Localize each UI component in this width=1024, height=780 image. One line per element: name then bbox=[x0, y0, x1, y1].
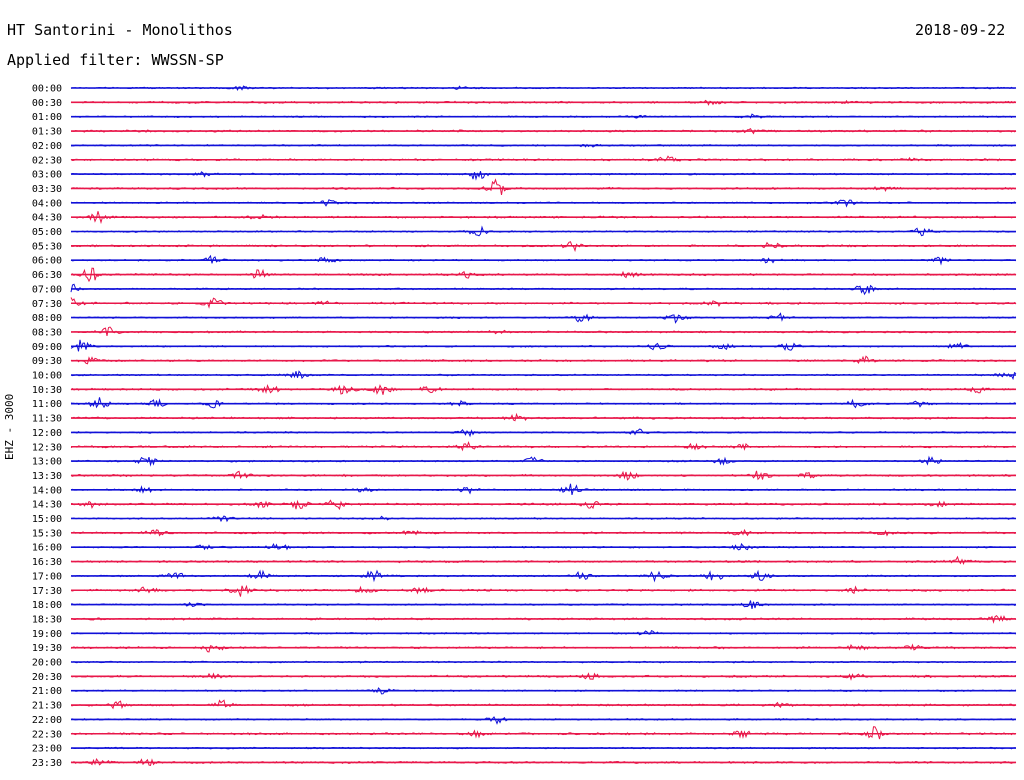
time-tick-label: 21:00 bbox=[32, 686, 62, 697]
time-tick-label: 13:30 bbox=[32, 471, 62, 482]
station-title: HT Santorini - Monolithos bbox=[7, 21, 233, 39]
time-tick-label: 05:00 bbox=[32, 227, 62, 238]
seismic-trace bbox=[70, 397, 1017, 409]
time-tick-label: 19:00 bbox=[32, 629, 62, 640]
time-tick-label: 10:30 bbox=[32, 385, 62, 396]
time-tick-label: 19:30 bbox=[32, 643, 62, 654]
time-tick-label: 17:00 bbox=[32, 571, 62, 582]
time-tick-label: 04:30 bbox=[32, 213, 62, 224]
seismic-trace bbox=[70, 171, 1017, 181]
time-tick-label: 03:00 bbox=[32, 170, 62, 181]
time-tick-label: 18:00 bbox=[32, 600, 62, 611]
time-tick-label: 16:00 bbox=[32, 543, 62, 554]
seismic-trace bbox=[70, 699, 1017, 710]
time-tick-label: 20:00 bbox=[32, 658, 62, 669]
time-tick-label: 17:30 bbox=[32, 586, 62, 597]
time-tick-label: 16:30 bbox=[32, 557, 62, 568]
time-tick-label: 02:30 bbox=[32, 155, 62, 166]
time-tick-label: 04:00 bbox=[32, 198, 62, 209]
time-tick-label: 05:30 bbox=[32, 241, 62, 252]
time-tick-label: 08:30 bbox=[32, 327, 62, 338]
time-tick-label: 14:30 bbox=[32, 500, 62, 511]
seismic-trace bbox=[70, 178, 1017, 195]
time-tick-label: 22:00 bbox=[32, 715, 62, 726]
time-tick-label: 23:30 bbox=[32, 758, 62, 769]
time-tick-label: 15:00 bbox=[32, 514, 62, 525]
seismic-trace bbox=[70, 584, 1017, 597]
time-tick-label: 01:00 bbox=[32, 112, 62, 123]
time-tick-label: 02:00 bbox=[32, 141, 62, 152]
seismic-trace bbox=[70, 726, 1017, 740]
time-tick-label: 03:30 bbox=[32, 184, 62, 195]
time-tick-label: 10:00 bbox=[32, 371, 62, 382]
time-tick-label: 01:30 bbox=[32, 127, 62, 138]
time-tick-label: 00:30 bbox=[32, 98, 62, 109]
time-tick-label: 09:30 bbox=[32, 356, 62, 367]
time-tick-label: 09:00 bbox=[32, 342, 62, 353]
time-tick-label: 12:30 bbox=[32, 442, 62, 453]
time-tick-label: 06:00 bbox=[32, 256, 62, 267]
time-tick-label: 20:30 bbox=[32, 672, 62, 683]
time-tick-label: 13:00 bbox=[32, 457, 62, 468]
time-tick-label: 11:30 bbox=[32, 414, 62, 425]
seismic-trace bbox=[70, 555, 1017, 565]
time-tick-label: 06:30 bbox=[32, 270, 62, 281]
time-tick-label: 07:30 bbox=[32, 299, 62, 310]
time-tick-label: 15:30 bbox=[32, 528, 62, 539]
seismic-trace bbox=[70, 297, 1017, 309]
time-tick-label: 14:00 bbox=[32, 485, 62, 496]
time-tick-label: 23:00 bbox=[32, 744, 62, 755]
seismic-trace bbox=[70, 716, 1017, 725]
time-tick-label: 12:00 bbox=[32, 428, 62, 439]
time-tick-label: 21:30 bbox=[32, 701, 62, 712]
filter-label: Applied filter: WWSSN-SP bbox=[7, 51, 224, 69]
time-tick-label: 07:00 bbox=[32, 284, 62, 295]
time-tick-label: 22:30 bbox=[32, 729, 62, 740]
record-date: 2018-09-22 bbox=[915, 21, 1006, 39]
time-tick-label: 00:00 bbox=[32, 84, 62, 95]
time-tick-label: 08:00 bbox=[32, 313, 62, 324]
time-tick-label: 18:30 bbox=[32, 614, 62, 625]
time-tick-label: 11:00 bbox=[32, 399, 62, 410]
